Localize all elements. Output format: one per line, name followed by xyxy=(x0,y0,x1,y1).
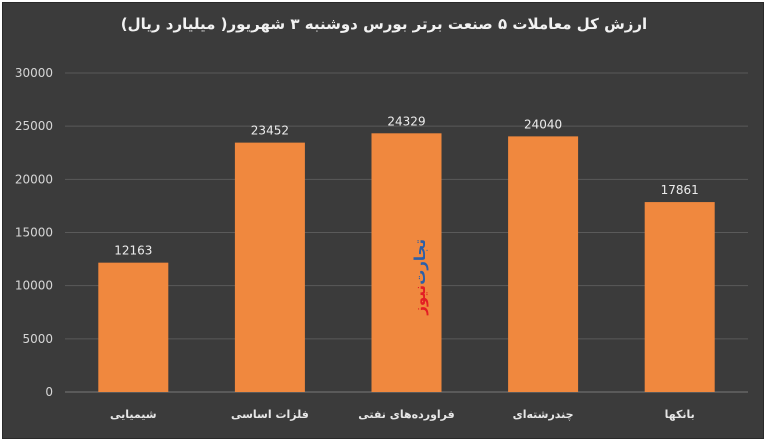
y-tick-label: 25000 xyxy=(15,119,53,133)
chart-title: ارزش کل معاملات ۵ صنعت برتر بورس دوشنبه … xyxy=(120,15,648,33)
bar xyxy=(98,262,169,392)
category-label: فراورده‌های نفتی xyxy=(358,408,454,421)
y-tick-label: 0 xyxy=(45,385,53,399)
watermark-word-bottom: نیوز xyxy=(410,284,429,315)
data-label: 23452 xyxy=(251,124,289,138)
bar xyxy=(508,136,579,392)
chart-frame: ارزش کل معاملات ۵ صنعت برتر بورس دوشنبه … xyxy=(2,2,764,439)
y-tick-label: 20000 xyxy=(15,172,53,186)
bar xyxy=(644,202,715,392)
data-label: 24329 xyxy=(387,114,425,128)
data-label: 12163 xyxy=(114,244,152,258)
data-label: 24040 xyxy=(524,117,562,131)
bar xyxy=(371,133,442,392)
category-label: شیمیایی xyxy=(110,408,157,421)
category-label: چندرشته‌ای xyxy=(513,408,574,421)
y-tick-label: 10000 xyxy=(15,279,53,293)
y-tick-label: 30000 xyxy=(15,66,53,80)
bar-chart: 0 5000 10000 15000 20000 25000 30000 12163 شیمیا… xyxy=(15,66,748,421)
watermark-logo: تجارت نیوز xyxy=(408,239,432,349)
watermark-word-top: تجارت xyxy=(410,239,429,285)
category-label: بانکها xyxy=(665,408,695,421)
bar xyxy=(234,142,305,392)
y-tick-label: 15000 xyxy=(15,226,53,240)
category-label: فلزات اساسی xyxy=(231,408,309,421)
y-tick-label: 5000 xyxy=(22,332,53,346)
data-label: 17861 xyxy=(661,183,699,197)
